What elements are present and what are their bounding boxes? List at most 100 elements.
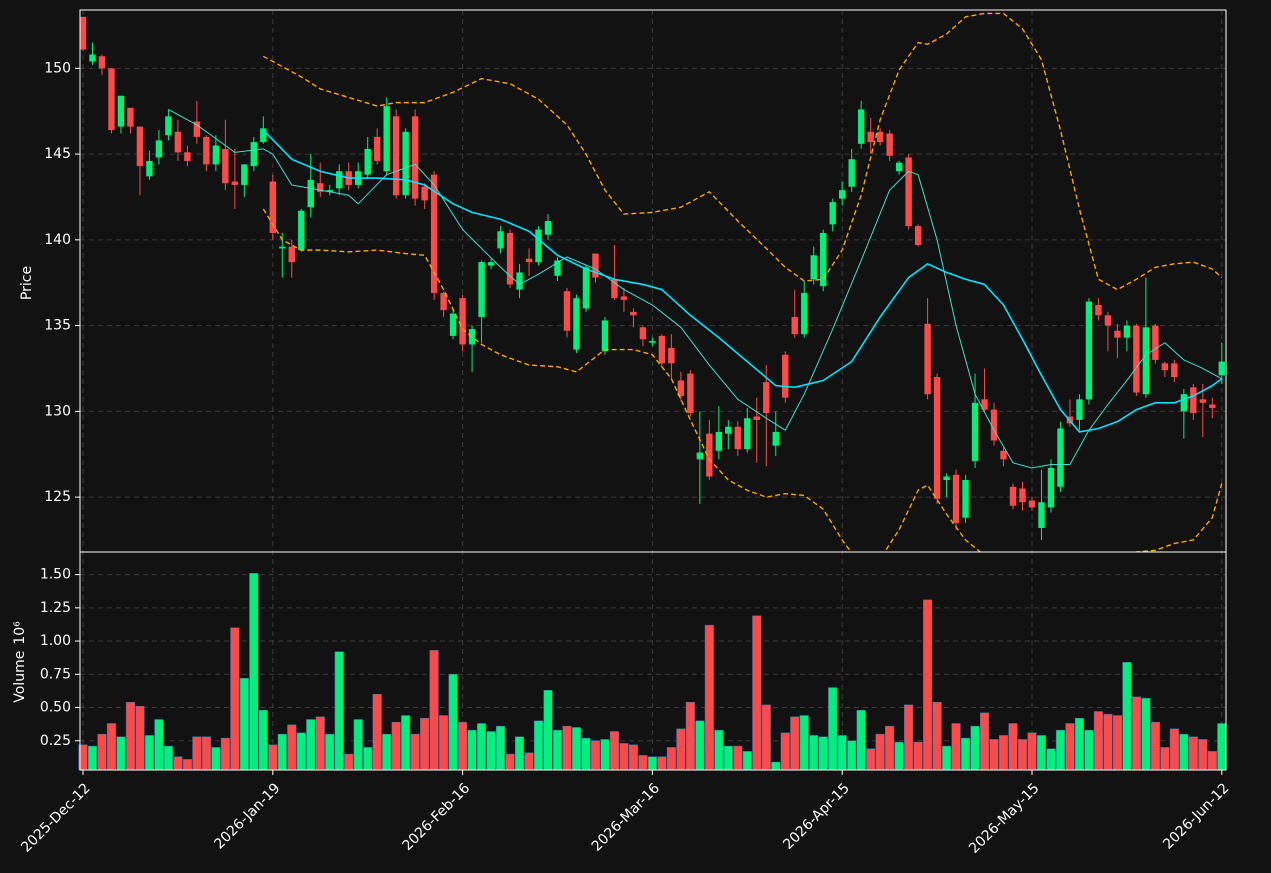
candle-body <box>1123 325 1131 338</box>
candle-body <box>601 320 609 352</box>
candle-body <box>990 409 998 441</box>
volume-bar <box>220 737 230 771</box>
volume-bar <box>144 735 154 771</box>
volume-bar <box>913 741 923 771</box>
volume-bar <box>1084 729 1094 771</box>
volume-bar <box>619 743 629 771</box>
candle-body <box>782 354 789 398</box>
candle-body <box>298 210 305 251</box>
volume-bar <box>410 733 420 771</box>
candle-body <box>146 160 153 177</box>
volume-bar <box>1065 723 1075 771</box>
volume-bar <box>401 715 411 771</box>
moving-average-line <box>262 129 1223 433</box>
candle-body <box>1019 488 1026 503</box>
y-tick-label: 1.00 <box>40 633 71 649</box>
candle-body <box>943 476 950 480</box>
candle-body <box>962 479 969 518</box>
candle-body <box>1009 486 1017 506</box>
volume-bar <box>1046 748 1056 771</box>
volume-plot <box>78 573 1227 771</box>
volume-bar <box>258 709 268 771</box>
candle-body <box>1047 467 1055 508</box>
candle-body <box>203 136 210 165</box>
y-tick-label: 130 <box>44 403 71 419</box>
volume-bar <box>894 741 904 771</box>
volume-bar <box>106 723 117 771</box>
candle-body <box>734 426 742 450</box>
candle-body <box>658 335 666 364</box>
candle-body <box>763 382 770 414</box>
candle-body <box>497 231 504 249</box>
volume-bar <box>951 723 961 771</box>
candle-body <box>1057 428 1064 487</box>
candle-body <box>174 131 182 153</box>
volume-bar <box>723 745 733 771</box>
candle-body <box>971 402 979 462</box>
volume-bar <box>866 748 876 771</box>
volume-bar <box>486 731 496 771</box>
candle-body <box>563 291 571 331</box>
volume-frame <box>79 551 1227 771</box>
candle-body <box>459 298 466 345</box>
candle-body <box>231 181 239 185</box>
volume-bar <box>505 753 515 771</box>
candle-body <box>592 253 599 278</box>
volume-bar <box>628 744 638 771</box>
volume-bar <box>989 739 999 771</box>
volume-bar <box>1093 711 1103 771</box>
candle-body <box>744 418 751 450</box>
volume-bar <box>1217 723 1227 771</box>
candle-body <box>1190 387 1197 414</box>
candle-body <box>525 258 533 263</box>
volume-bar <box>856 709 866 771</box>
volume-bar <box>647 756 657 771</box>
y-tick-label: 140 <box>44 232 71 248</box>
volume-bar <box>514 736 525 771</box>
volume-bar <box>771 761 781 771</box>
volume-bar <box>192 736 202 771</box>
candle-body <box>573 298 580 350</box>
candle-body <box>411 116 419 199</box>
volume-bar <box>496 725 506 771</box>
volume-bar <box>828 687 838 771</box>
candle-body <box>1199 399 1207 403</box>
volume-axis-label: Volume 10⁶ <box>12 621 28 703</box>
candle-body <box>1104 315 1112 326</box>
volume-bar <box>97 733 107 771</box>
candle-body <box>80 16 87 50</box>
candle-body <box>1076 399 1083 420</box>
volume-bar <box>1207 751 1217 771</box>
volume-bar <box>533 720 544 771</box>
candle-body <box>136 126 144 167</box>
candle-body <box>829 202 836 225</box>
candle-body <box>933 377 941 499</box>
volume-bar <box>790 716 800 771</box>
candle-body <box>981 399 988 410</box>
volume-bar <box>249 573 259 771</box>
y-tick-label: 135 <box>44 318 71 334</box>
volume-bar <box>1179 733 1189 771</box>
candle-body <box>392 116 400 196</box>
candle-body <box>630 311 637 316</box>
candle-body <box>288 246 295 263</box>
moving-average-line <box>168 109 1223 469</box>
volume-bar <box>467 729 477 771</box>
y-tick-label: 145 <box>44 146 71 162</box>
volume-bar <box>1198 739 1208 771</box>
candle-body <box>1095 305 1102 316</box>
volume-bar <box>382 733 392 771</box>
volume-bar <box>961 737 971 771</box>
candle-body <box>857 109 865 144</box>
volume-bar <box>344 753 354 771</box>
candle-body <box>336 171 343 189</box>
candle-body <box>402 131 409 196</box>
candle-body <box>952 474 960 523</box>
volume-bar <box>571 727 582 771</box>
volume-bar <box>315 716 325 771</box>
candle-body <box>1142 327 1150 395</box>
volume-bar <box>885 725 895 771</box>
candle-body <box>725 426 732 434</box>
volume-bar <box>135 705 145 771</box>
candle-body <box>127 107 134 127</box>
